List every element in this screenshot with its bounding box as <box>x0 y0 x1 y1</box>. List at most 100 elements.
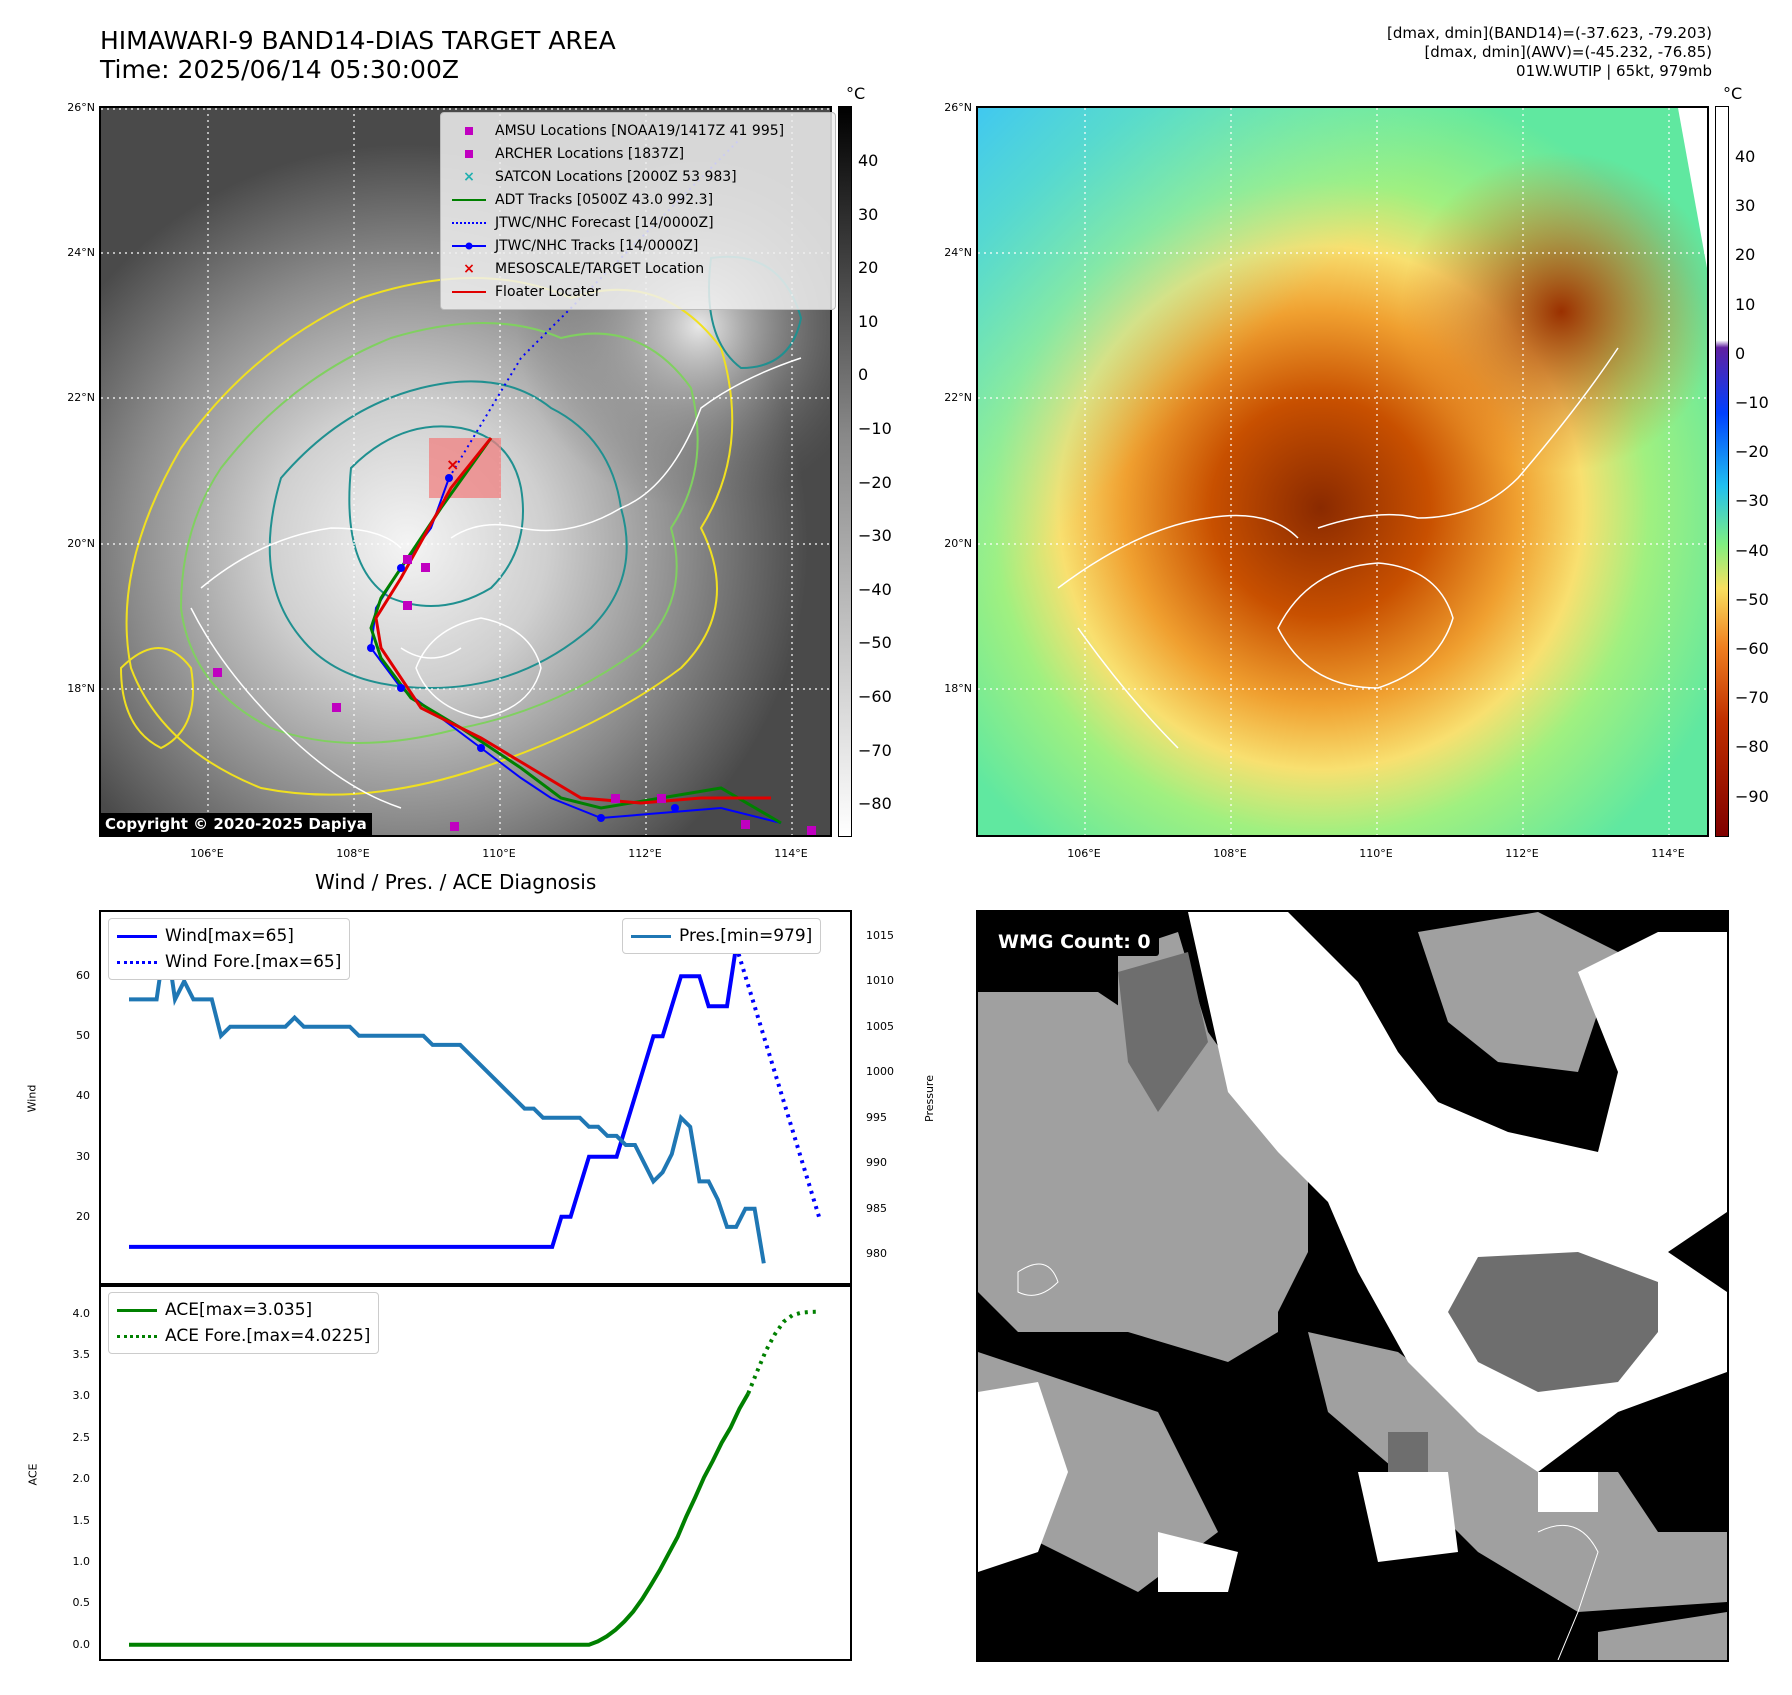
diagnosis-title: Wind / Pres. / ACE Diagnosis <box>315 870 597 894</box>
lat-tick-label: 18°N <box>67 682 95 695</box>
axis-tick-label: 2.5 <box>72 1430 91 1444</box>
colorbar-tick-label: 0 <box>858 365 869 385</box>
axis-tick-label: 0.5 <box>72 1596 91 1610</box>
axis-tick-label: 0.0 <box>72 1637 91 1651</box>
axis-tick-label: 980 <box>866 1247 887 1261</box>
lon-tick-label: 110°E <box>1359 847 1393 860</box>
solid-line-icon <box>631 934 671 938</box>
solid-line-icon <box>117 1308 157 1312</box>
pressure-legend: Pres.[min=979] <box>622 918 822 954</box>
colorbar-tick-label: −10 <box>1735 393 1769 412</box>
square-marker-icon <box>449 126 489 135</box>
lon-tick-label: 108°E <box>1213 847 1247 860</box>
x-marker-icon: × <box>463 260 475 277</box>
axis-tick-label: 20 <box>76 1209 90 1223</box>
series-line <box>129 935 766 1264</box>
ace-legend: ACE[max=3.035] ACE Fore.[max=4.0225] <box>108 1292 380 1354</box>
axis-tick-label: 40 <box>76 1089 90 1103</box>
legend-item-floater: Floater Locater <box>449 280 827 303</box>
awv-map-image <box>978 108 1707 835</box>
colorbar-tick-label: −20 <box>1735 442 1769 462</box>
line-dot-marker-icon <box>449 241 489 251</box>
colorbar-tick-label: −70 <box>1735 688 1769 708</box>
axis-tick-label: 1015 <box>866 928 894 942</box>
lon-tick-label: 112°E <box>628 847 662 860</box>
line-marker-icon <box>449 290 489 293</box>
legend-item-adt: ADT Tracks [0500Z 43.0 992.3] <box>449 188 827 211</box>
series-line <box>734 945 821 1218</box>
wmg-count-label: WMG Count: 0 <box>990 928 1159 956</box>
series-line <box>746 1309 820 1395</box>
legend-item-wind-forecast: Wind Fore.[max=65] <box>117 949 341 975</box>
ir-colorbar-unit: °C <box>846 84 866 103</box>
wind-legend: Wind[max=65] Wind Fore.[max=65] <box>108 918 351 980</box>
colorbar-tick-label: 10 <box>1735 294 1756 314</box>
axis-tick-label: 4.0 <box>72 1306 91 1320</box>
ace-chart <box>99 1285 852 1661</box>
stats-line-1: [dmax, dmin](BAND14)=(-37.623, -79.203) <box>1387 24 1712 42</box>
lat-tick-label: 20°N <box>67 537 95 550</box>
wmg-panel <box>976 910 1729 1662</box>
legend-item-ace-forecast: ACE Fore.[max=4.0225] <box>117 1323 370 1349</box>
lat-tick-label: 22°N <box>67 391 95 404</box>
colorbar-tick-label: 20 <box>1735 245 1756 265</box>
axis-tick-label: 1.5 <box>72 1513 91 1527</box>
colorbar-tick-label: 40 <box>1735 147 1756 166</box>
colorbar-tick-label: −80 <box>1735 737 1769 757</box>
square-marker-icon <box>449 149 489 158</box>
lat-tick-label: 18°N <box>944 682 972 695</box>
axis-tick-label: 1000 <box>866 1065 894 1079</box>
colorbar-tick-label: −10 <box>858 419 892 438</box>
awv-colorbar-unit: °C <box>1723 84 1743 103</box>
lon-tick-label: 110°E <box>482 847 516 860</box>
colorbar-tick-label: 40 <box>858 151 879 170</box>
lat-tick-label: 26°N <box>67 101 95 114</box>
title-line-2: Time: 2025/06/14 05:30:00Z <box>100 55 459 84</box>
colorbar-tick-label: −30 <box>858 526 892 546</box>
x-marker-icon: × <box>463 168 475 185</box>
plot-frame <box>99 910 852 1285</box>
lat-tick-label: 24°N <box>944 246 972 259</box>
colorbar-tick-label: −60 <box>1735 639 1769 658</box>
wind-axis-label: Wind <box>25 1084 39 1113</box>
wind-pressure-chart <box>99 910 852 1285</box>
stats-block: [dmax, dmin](BAND14)=(-37.623, -79.203) … <box>1387 24 1712 81</box>
ir-colorbar <box>838 106 852 837</box>
plot-frame <box>99 1285 852 1661</box>
map-legend: AMSU Locations [NOAA19/1417Z 41 995] ARC… <box>440 112 836 310</box>
series-line <box>129 945 739 1249</box>
lon-tick-label: 114°E <box>1651 847 1685 860</box>
colorbar-tick-label: −90 <box>1735 786 1769 806</box>
colorbar-tick-label: −60 <box>858 687 892 706</box>
axis-tick-label: 1005 <box>866 1019 894 1033</box>
colorbar-tick-label: 30 <box>858 204 879 224</box>
legend-item-wind: Wind[max=65] <box>117 923 341 949</box>
colorbar-tick-label: −70 <box>858 740 892 760</box>
axis-tick-label: 1010 <box>866 974 894 988</box>
axis-tick-label: 60 <box>76 969 90 983</box>
stats-line-3: 01W.WUTIP | 65kt, 979mb <box>1516 62 1712 80</box>
lon-tick-label: 112°E <box>1505 847 1539 860</box>
colorbar-tick-label: 30 <box>1735 196 1756 216</box>
lon-tick-label: 106°E <box>1067 847 1101 860</box>
legend-item-archer: ARCHER Locations [1837Z] <box>449 142 827 165</box>
legend-item-pressure: Pres.[min=979] <box>631 923 812 949</box>
legend-item-amsu: AMSU Locations [NOAA19/1417Z 41 995] <box>449 119 827 142</box>
title-line-1: HIMAWARI-9 BAND14-DIAS TARGET AREA <box>100 26 616 55</box>
lat-tick-label: 26°N <box>944 101 972 114</box>
awv-colorbar <box>1715 106 1729 837</box>
colorbar-tick-label: 10 <box>858 311 879 331</box>
ace-axis-label: ACE <box>26 1463 40 1486</box>
legend-item-target: × MESOSCALE/TARGET Location <box>449 257 827 280</box>
pressure-axis-label: Pressure <box>922 1075 936 1122</box>
copyright-label: Copyright © 2020-2025 Dapiya <box>100 813 372 835</box>
axis-tick-label: 985 <box>866 1201 887 1215</box>
colorbar-tick-label: 20 <box>858 258 879 278</box>
stats-line-2: [dmax, dmin](AWV)=(-45.232, -76.85) <box>1424 43 1712 61</box>
lat-tick-label: 22°N <box>944 391 972 404</box>
wmg-mask-image <box>978 912 1727 1660</box>
axis-tick-label: 1.0 <box>72 1554 91 1568</box>
lon-tick-label: 114°E <box>774 847 808 860</box>
colorbar-tick-label: −40 <box>858 579 892 599</box>
colorbar-tick-label: −30 <box>1735 491 1769 511</box>
